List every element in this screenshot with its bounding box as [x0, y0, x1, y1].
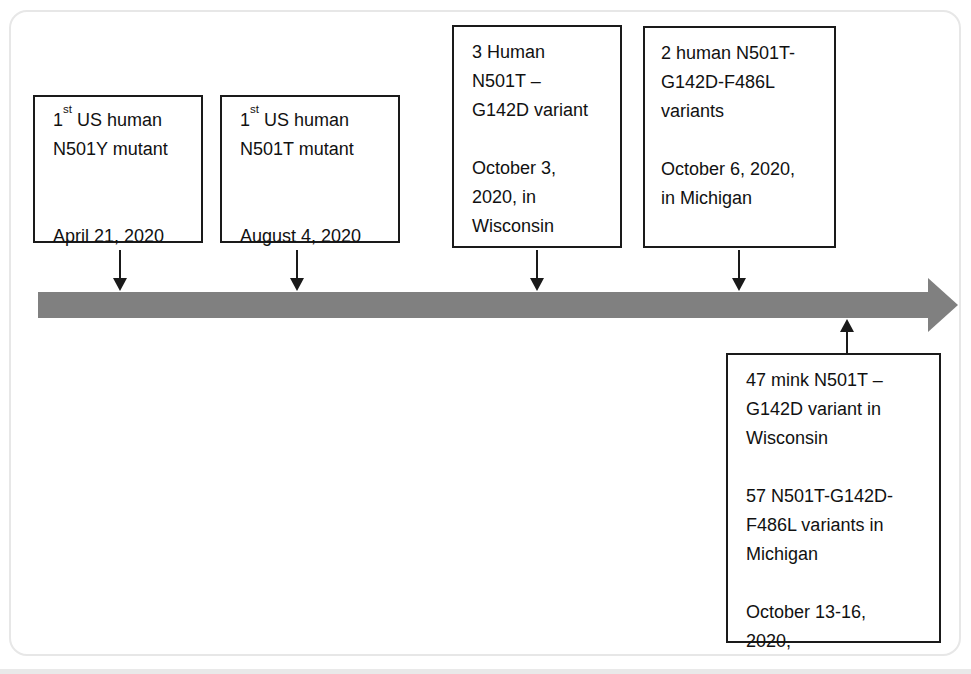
event-title-line2: N501T mutant	[240, 135, 384, 164]
up-arrow-line	[846, 332, 848, 353]
event-date: April 21, 2020	[53, 222, 187, 251]
event-box-wisconsin-humans: 3 Human N501T – G142D variant October 3,…	[452, 25, 622, 248]
event-title: 1st US human N501T mutant	[240, 106, 384, 193]
down-arrow-head-icon-3	[530, 278, 544, 291]
timeline-arrowhead-icon	[928, 278, 958, 332]
ordinal-number: 1	[53, 110, 63, 130]
event-box-n501y-mutant: 1st US human N501Y mutant April 21, 2020	[33, 95, 203, 243]
event-box-mink-variants: 47 mink N501T – G142D variant in Wiscons…	[726, 353, 941, 643]
event-title-rest: US human	[259, 110, 349, 130]
down-arrow-head-icon-2	[290, 278, 304, 291]
timeline-figure: 1st US human N501Y mutant April 21, 2020…	[0, 0, 971, 674]
event-date: October 3, 2020, in Wisconsin	[472, 154, 610, 241]
event-title-line2: N501Y mutant	[53, 135, 187, 164]
bottom-edge-divider	[0, 669, 971, 674]
event-date: August 4, 2020	[240, 222, 384, 251]
event-title: 1st US human N501Y mutant	[53, 106, 187, 193]
up-arrow-head-icon	[840, 319, 854, 332]
down-arrow-line-3	[536, 250, 538, 278]
down-arrow-head-icon-1	[113, 278, 127, 291]
event-box-michigan-humans: 2 human N501T- G142D-F486L variants Octo…	[643, 26, 836, 248]
timeline-arrow-bar	[38, 292, 928, 318]
ordinal-suffix: st	[63, 103, 72, 115]
event-title-rest: US human	[72, 110, 162, 130]
event-date: October 13-16, 2020,	[746, 598, 929, 656]
down-arrow-line-4	[738, 250, 740, 278]
ordinal-suffix: st	[250, 103, 259, 115]
event-description-1: 47 mink N501T – G142D variant in Wiscons…	[746, 366, 929, 453]
down-arrow-head-icon-4	[732, 278, 746, 291]
down-arrow-line-2	[296, 250, 298, 278]
event-description: 3 Human N501T – G142D variant	[472, 38, 610, 125]
event-description: 2 human N501T- G142D-F486L variants	[661, 39, 824, 126]
down-arrow-line-1	[119, 250, 121, 278]
event-box-n501t-mutant: 1st US human N501T mutant August 4, 2020	[220, 95, 400, 243]
event-date: October 6, 2020, in Michigan	[661, 155, 824, 213]
event-description-2: 57 N501T-G142D- F486L variants in Michig…	[746, 482, 929, 569]
ordinal-number: 1	[240, 110, 250, 130]
